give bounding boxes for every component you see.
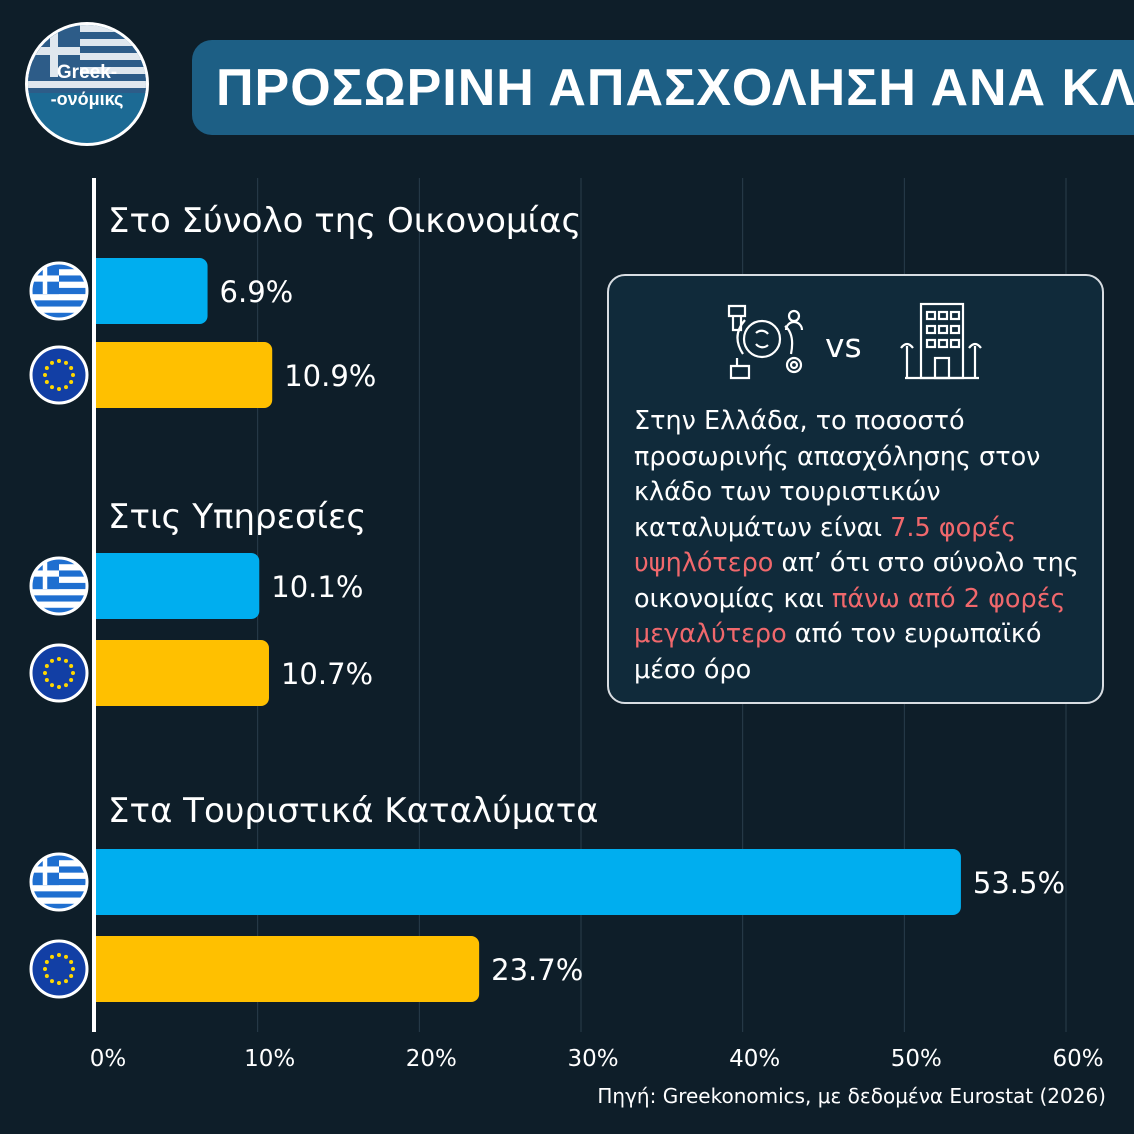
bar	[96, 258, 208, 324]
logo: Greek- -ονόμικς	[25, 22, 149, 146]
data-label: 10.7%	[281, 657, 373, 691]
data-label: 6.9%	[220, 275, 294, 309]
info-text: Στην Ελλάδα, το ποσοστό προσωρινής απασχ…	[634, 404, 1094, 688]
logo-line-1: Greek-	[56, 62, 118, 83]
hotel-building-icon	[900, 302, 982, 380]
info-highlight-1: 7.5 φορές υψηλότερο	[634, 512, 1017, 579]
vs-label: vs	[825, 326, 862, 365]
page-title: ΠΡΟΣΩΡΙΝΗ ΑΠΑΣΧΟΛΗΣΗ ΑΝΑ ΚΛΑΔΟ	[216, 59, 1134, 117]
data-label: 53.5%	[973, 866, 1065, 900]
bar-left-edge	[96, 640, 106, 706]
bar-left-edge	[96, 849, 106, 915]
group-label: Στις Υπηρεσίες	[108, 497, 366, 537]
bar-left-edge	[96, 553, 106, 619]
info-box: vs Στην Ελλάδα, το ποσοστό προσωρινής απ…	[607, 274, 1104, 704]
bar	[96, 342, 273, 408]
eu-flag-icon	[29, 643, 89, 703]
bar	[96, 553, 260, 619]
info-highlight-2: πάνω από 2 φορές μεγαλύτερο	[634, 583, 1066, 650]
bar-left-edge	[96, 258, 106, 324]
data-label: 23.7%	[491, 953, 583, 987]
group-label: Στα Τουριστικά Καταλύματα	[108, 791, 599, 831]
bar	[96, 936, 480, 1002]
logo-flag-cross	[28, 25, 80, 77]
info-text-2: απ’ ότι στο σύνολο της οικονομίας και	[634, 548, 1079, 614]
group-label: Στο Σύνολο της Οικονομίας	[108, 201, 581, 241]
greece-flag-icon	[29, 852, 89, 912]
greece-flag-icon	[29, 261, 89, 321]
economy-gears-icon	[727, 304, 804, 380]
eu-flag-icon	[29, 345, 89, 405]
title-bar: ΠΡΟΣΩΡΙΝΗ ΑΠΑΣΧΟΛΗΣΗ ΑΝΑ ΚΛΑΔΟ	[192, 40, 1134, 135]
x-tick-label: 10%	[244, 1046, 295, 1072]
logo-line-2: -ονόμικς	[50, 89, 124, 109]
bar	[96, 849, 961, 915]
bar-left-edge	[96, 342, 106, 408]
bar	[96, 640, 269, 706]
data-label: 10.1%	[271, 570, 363, 604]
eu-flag-icon	[29, 939, 89, 999]
x-tick-label: 40%	[729, 1046, 780, 1072]
data-label: 10.9%	[284, 359, 376, 393]
info-text-3: από τον ευρωπαϊκό μέσο όρο	[634, 619, 1042, 685]
info-text-1: Στην Ελλάδα, το ποσοστό προσωρινής απασχ…	[634, 406, 1041, 543]
greece-flag-icon	[29, 556, 89, 616]
info-icons	[727, 302, 982, 380]
source-note: Πηγή: Greekonomics, με δεδομένα Eurostat…	[597, 1084, 1106, 1108]
x-tick-label: 60%	[1052, 1046, 1103, 1072]
x-tick-label: 0%	[90, 1046, 127, 1072]
x-tick-label: 50%	[891, 1046, 942, 1072]
x-tick-label: 20%	[406, 1046, 457, 1072]
bar-left-edge	[96, 936, 106, 1002]
x-tick-label: 30%	[567, 1046, 618, 1072]
